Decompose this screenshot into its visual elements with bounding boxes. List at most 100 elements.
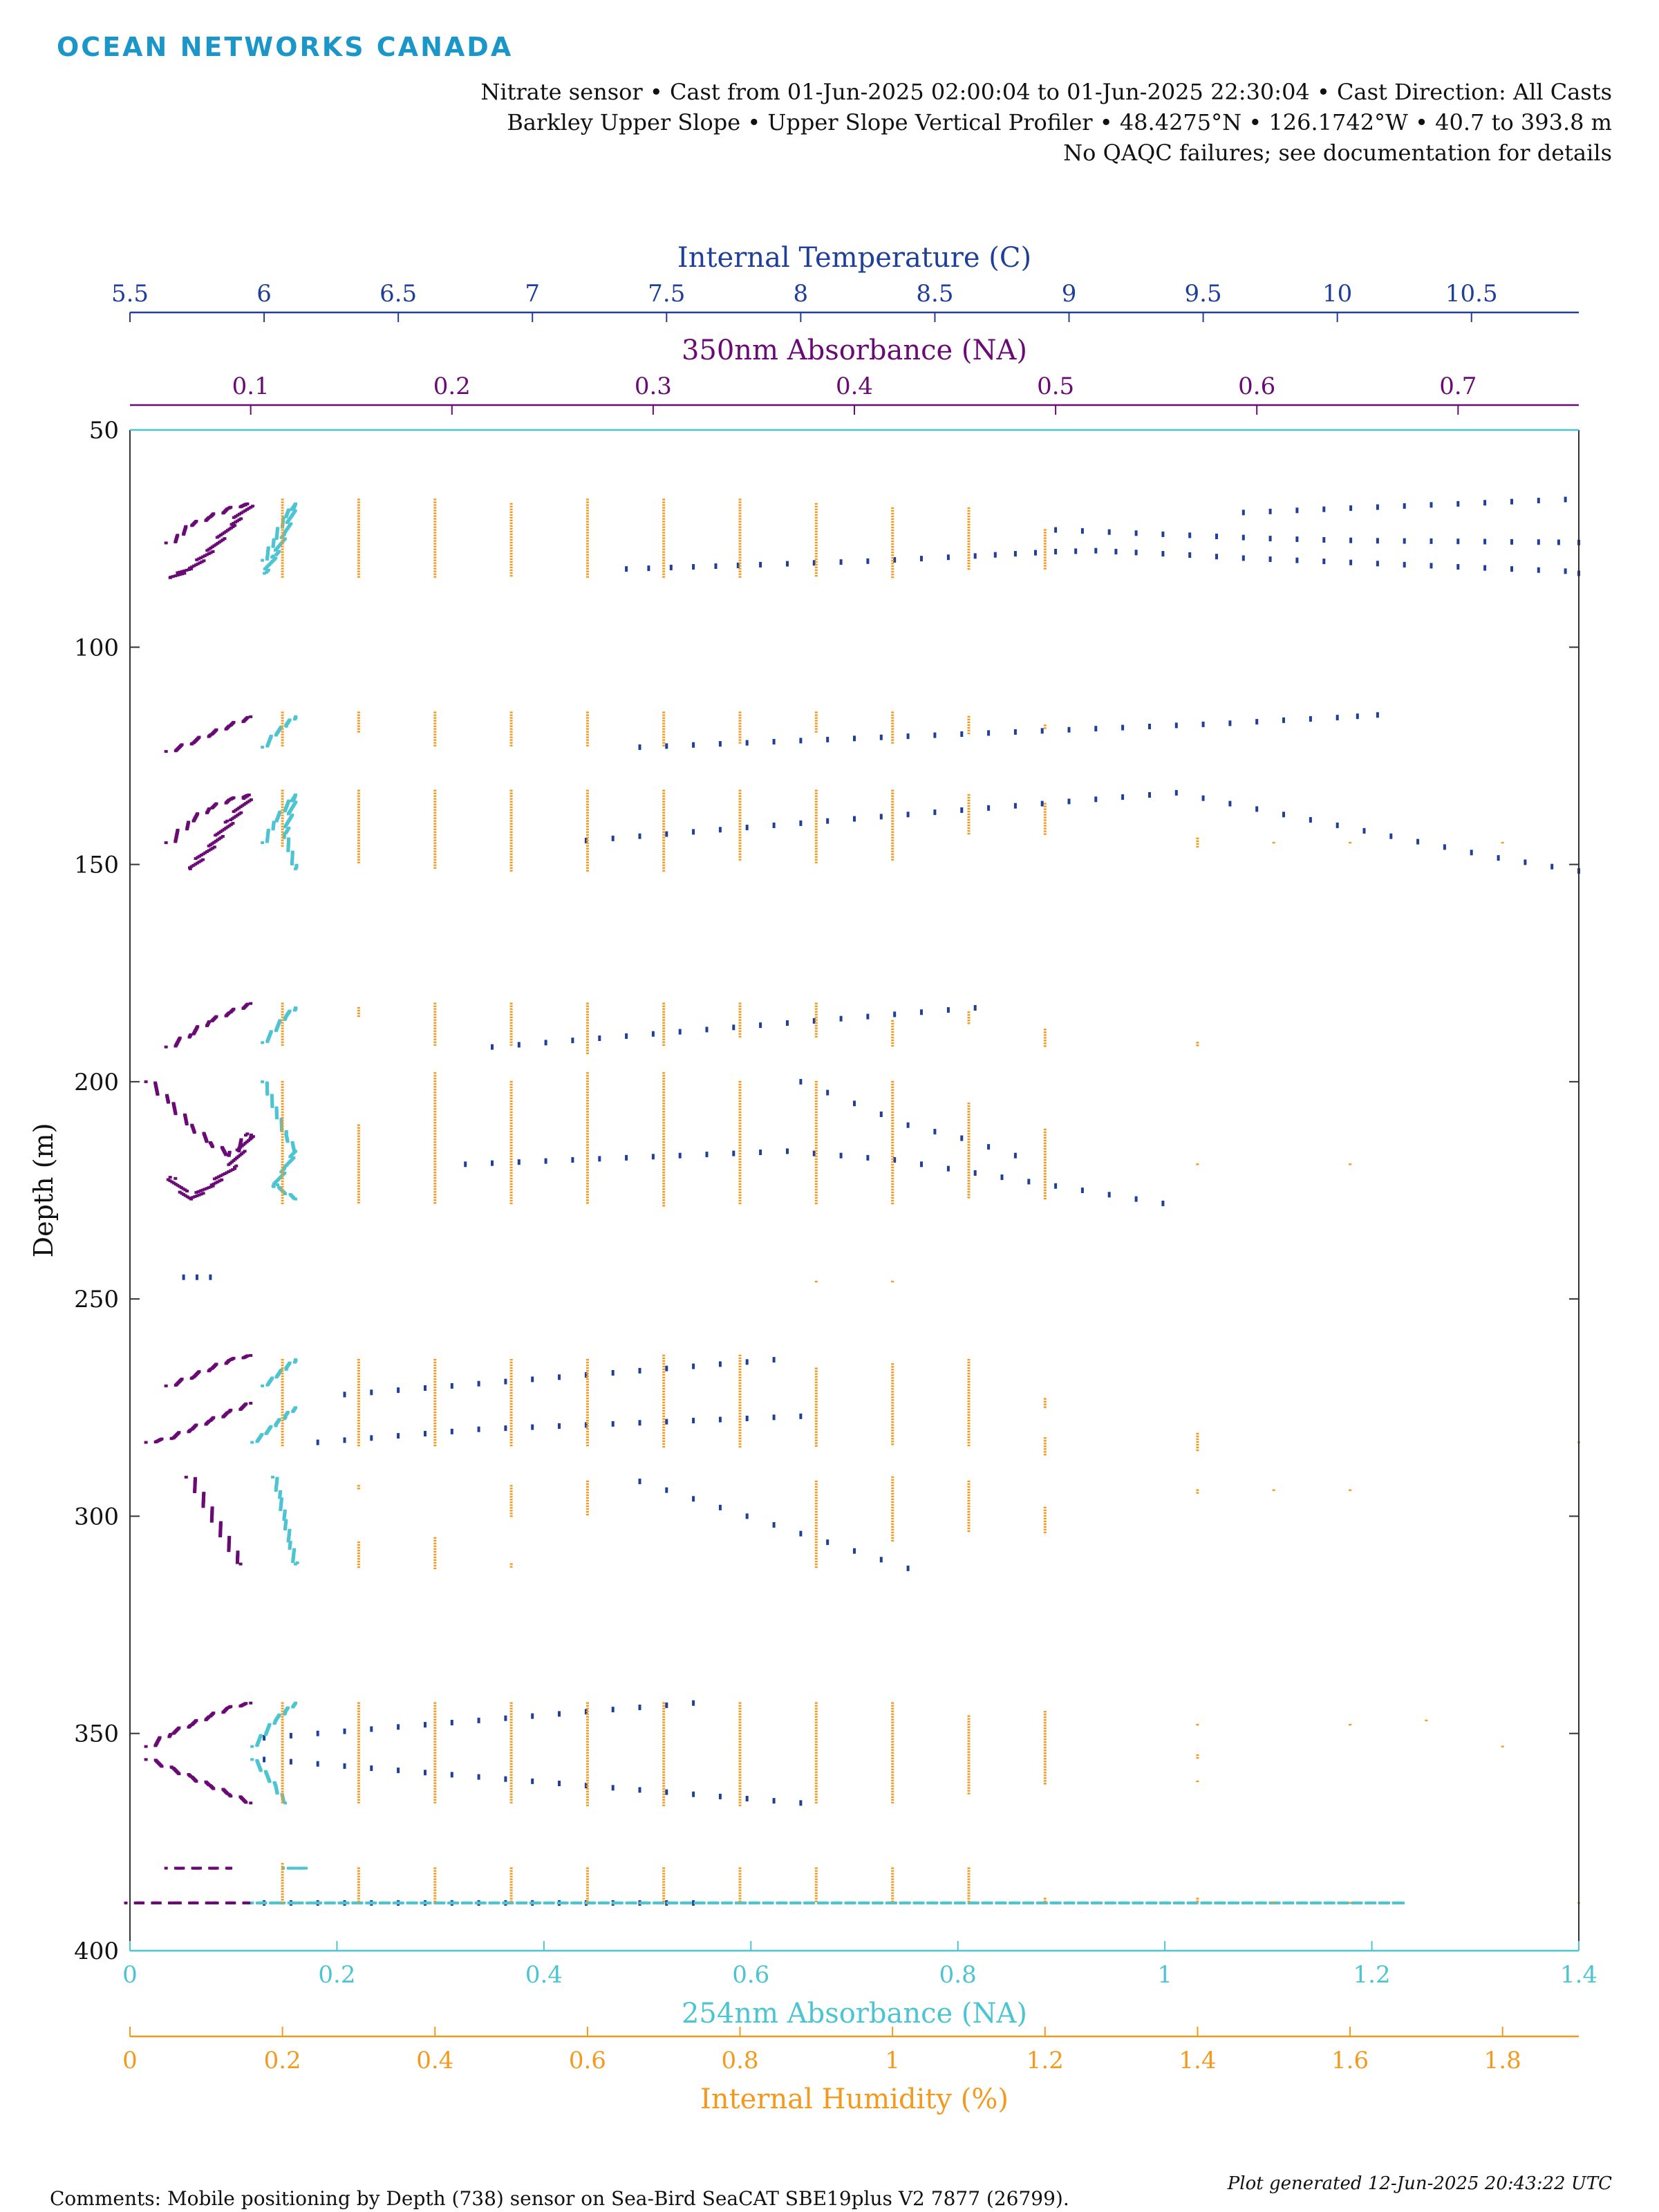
- data-point: [357, 1196, 360, 1198]
- data-point: [182, 1274, 185, 1280]
- data-point: [1349, 559, 1353, 565]
- data-point: [662, 1738, 666, 1740]
- data-point: [433, 515, 437, 517]
- humidity-column: [357, 498, 360, 1902]
- data-point: [585, 1155, 589, 1157]
- data-point: [891, 828, 894, 830]
- data-point: [651, 1154, 655, 1160]
- data-point: [281, 1019, 284, 1021]
- data-point: [433, 823, 437, 825]
- data-point: [281, 1391, 284, 1394]
- data-point: [1483, 500, 1487, 506]
- data-point: [738, 501, 742, 503]
- data-point: [433, 1075, 437, 1077]
- data-point: [826, 736, 830, 742]
- data-point: [281, 1005, 284, 1007]
- data-point: [662, 1011, 666, 1013]
- data-point: [214, 802, 218, 805]
- abs350-trace: [164, 794, 253, 870]
- data-point: [662, 1016, 666, 1018]
- data-point: [738, 1035, 742, 1038]
- data-point: [180, 1192, 184, 1195]
- data-point: [357, 1369, 360, 1372]
- data-point: [357, 725, 360, 727]
- data-point: [357, 850, 360, 852]
- data-point: [277, 1418, 281, 1421]
- data-point: [245, 508, 249, 512]
- data-point: [251, 505, 255, 508]
- data-point: [433, 1716, 437, 1718]
- data-point: [198, 854, 202, 858]
- data-point: [585, 1774, 589, 1776]
- data-point: [209, 1519, 214, 1523]
- data-point: [585, 839, 589, 841]
- data-point: [202, 559, 206, 563]
- data-point: [585, 842, 589, 844]
- data-point: [1456, 538, 1460, 545]
- data-point: [967, 529, 971, 532]
- data-point: [281, 1383, 284, 1386]
- data-point: [357, 562, 360, 564]
- data-point: [967, 1105, 971, 1107]
- data-point: [185, 1123, 189, 1126]
- data-point: [814, 1431, 818, 1433]
- data-point: [433, 543, 437, 545]
- data-point: [286, 812, 290, 816]
- data-point: [433, 861, 437, 863]
- data-point: [509, 731, 513, 733]
- data-point: [662, 1760, 666, 1762]
- data-point: [281, 1177, 284, 1180]
- data-point: [509, 1383, 513, 1386]
- data-point: [891, 1022, 894, 1025]
- data-point: [509, 1771, 513, 1773]
- data-point: [814, 1035, 818, 1038]
- data-point: [1201, 795, 1205, 801]
- data-point: [891, 1152, 894, 1155]
- data-point: [738, 1423, 742, 1426]
- data-point: [357, 1801, 360, 1803]
- data-point: [225, 819, 229, 823]
- data-point: [906, 812, 910, 818]
- data-point: [433, 576, 437, 578]
- data-point: [456, 1901, 460, 1904]
- data-point: [814, 1002, 818, 1004]
- data-point: [891, 711, 894, 713]
- data-point: [357, 1799, 360, 1801]
- data-point: [197, 1370, 201, 1374]
- data-point: [1000, 1174, 1004, 1181]
- data-point: [433, 1391, 437, 1394]
- data-point: [272, 1185, 276, 1188]
- data-point: [738, 1357, 742, 1360]
- data-point: [692, 1496, 695, 1502]
- data-point: [891, 1174, 894, 1177]
- data-point: [433, 1801, 437, 1803]
- data-point: [967, 1014, 971, 1016]
- data-point: [662, 1757, 666, 1759]
- data-point: [357, 1193, 360, 1195]
- data-point: [738, 847, 742, 850]
- data-point: [239, 1138, 243, 1141]
- data-point: [509, 1202, 513, 1205]
- data-point: [585, 1441, 589, 1444]
- data-point: [967, 824, 971, 827]
- data-point: [585, 825, 589, 827]
- data-point: [967, 562, 971, 565]
- data-point: [263, 568, 267, 571]
- data-point: [509, 800, 513, 803]
- data-point: [891, 1161, 894, 1163]
- data-point: [281, 1899, 284, 1901]
- data-point: [975, 1901, 980, 1904]
- data-point: [662, 1183, 666, 1185]
- data-point: [891, 1746, 894, 1748]
- data-point: [967, 526, 971, 529]
- data-point: [585, 792, 589, 794]
- data-point: [509, 1130, 513, 1133]
- data-point: [357, 1727, 360, 1729]
- data-point: [509, 1147, 513, 1150]
- data-point: [585, 1111, 589, 1113]
- data-point: [164, 841, 168, 845]
- data-point: [585, 1185, 589, 1188]
- data-point: [509, 809, 513, 811]
- data-point: [509, 1760, 513, 1762]
- data-point: [891, 1526, 894, 1528]
